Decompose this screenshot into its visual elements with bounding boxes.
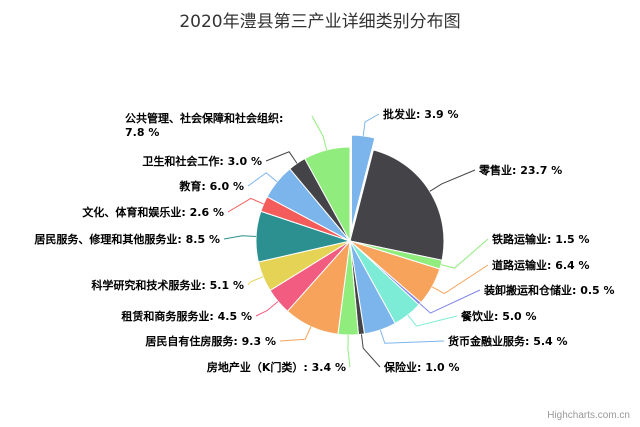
data-label: 铁路运输业: 1.5 % — [492, 232, 590, 246]
label-connector — [279, 326, 312, 342]
label-connector — [362, 113, 380, 136]
label-connector — [311, 115, 328, 151]
data-label: 道路运输业: 6.4 % — [492, 258, 590, 272]
label-connector — [440, 238, 489, 269]
data-label: 公共管理、社会保障和社会组织: 7.8 % — [125, 111, 283, 139]
label-connector — [360, 334, 381, 368]
data-label: 批发业: 3.9 % — [383, 107, 459, 121]
data-label: 教育: 6.0 % — [178, 179, 244, 193]
label-connector — [407, 314, 458, 327]
label-connector — [227, 197, 264, 213]
data-label: 装卸搬运和仓储业: 0.5 % — [483, 283, 615, 297]
label-connector — [379, 329, 445, 344]
data-label: 保险业: 1.0 % — [383, 360, 460, 374]
data-label: 货币金融业服务: 5.4 % — [447, 334, 568, 348]
data-label: 卫生和社会工作: 3.0 % — [142, 154, 262, 168]
pie-slice[interactable] — [349, 149, 445, 261]
label-connector — [429, 169, 476, 192]
pie-slice[interactable] — [304, 146, 351, 242]
data-label: 科学研究和技术服务业: 5.1 % — [91, 278, 244, 292]
data-label: 租赁和商务服务业: 4.5 % — [121, 309, 252, 323]
label-connector — [347, 334, 351, 368]
label-connector — [265, 151, 298, 164]
label-connector — [247, 172, 278, 187]
label-connector — [247, 276, 264, 286]
data-label: 文化、体育和娱乐业: 2.6 % — [82, 205, 224, 219]
data-label: 居民服务、修理和其他服务业: 8.5 % — [34, 232, 220, 246]
label-connector — [255, 301, 279, 317]
label-connector — [431, 264, 489, 295]
label-connector — [419, 289, 481, 314]
data-label: 居民自有住房服务: 9.3 % — [145, 334, 276, 348]
label-connector — [223, 235, 257, 240]
data-label: 零售业: 23.7 % — [478, 163, 562, 177]
data-label: 房地产业（K门类）: 3.4 % — [207, 360, 346, 374]
data-label: 餐饮业: 5.0 % — [460, 309, 537, 323]
credits-link[interactable]: Highcharts.com.cn — [547, 410, 630, 421]
chart-title: 2020年澧县第三产业详细类别分布图 — [179, 12, 460, 32]
